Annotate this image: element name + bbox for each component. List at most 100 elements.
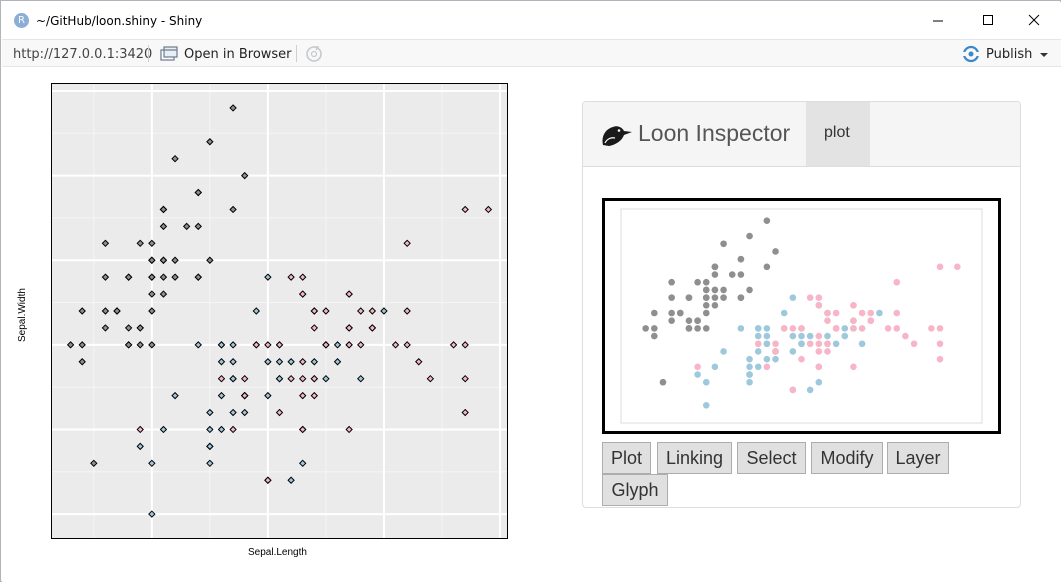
scatter-point-virginica[interactable] [299,425,307,434]
publish-button[interactable]: Publish [960,44,1052,64]
linking-button[interactable]: Linking [657,442,732,474]
scatter-point-virginica[interactable] [299,391,307,400]
scatter-point-setosa[interactable] [78,358,86,366]
modify-button[interactable]: Modify [811,442,883,474]
scatter-point-virginica[interactable] [322,307,330,315]
scatter-point-setosa[interactable] [182,222,191,231]
scatter-point-virginica[interactable] [299,358,307,366]
chevron-down-icon[interactable] [1039,50,1049,60]
scatter-point-setosa[interactable] [206,138,214,146]
scatter-point-setosa[interactable] [194,188,202,197]
scatter-point-versicolor[interactable] [171,391,179,400]
scatterplot-svg[interactable] [52,84,507,538]
scatter-point-virginica[interactable] [217,374,226,383]
scatter-point-virginica[interactable] [345,341,353,349]
scatter-point-setosa[interactable] [136,324,144,332]
scatter-point-versicolor[interactable] [333,341,342,349]
scatter-point-setosa[interactable] [90,459,98,468]
scatter-point-setosa[interactable] [159,256,168,264]
scatter-point-virginica[interactable] [264,341,272,349]
scatter-point-versicolor[interactable] [206,425,214,434]
scatter-point-versicolor[interactable] [136,442,144,451]
scatter-point-virginica[interactable] [275,408,284,417]
scatter-point-setosa[interactable] [229,104,237,112]
scatter-point-setosa[interactable] [148,273,156,281]
scatter-point-setosa[interactable] [136,239,144,248]
scatter-point-virginica[interactable] [403,239,411,248]
scatter-point-versicolor[interactable] [357,374,365,383]
scatter-point-versicolor[interactable] [206,459,214,468]
scatter-point-virginica[interactable] [275,341,284,349]
scatter-point-virginica[interactable] [287,374,295,383]
close-button[interactable] [1011,2,1057,39]
scatter-point-versicolor[interactable] [275,358,284,366]
minimize-button[interactable] [915,2,961,39]
scatter-point-virginica[interactable] [240,391,249,400]
scatter-point-virginica[interactable] [461,205,469,214]
maximize-button[interactable] [965,2,1011,39]
scatter-point-setosa[interactable] [101,324,110,332]
scatter-point-setosa[interactable] [171,273,179,281]
scatter-point-versicolor[interactable] [310,358,319,366]
scatter-point-versicolor[interactable] [252,307,260,315]
layer-button[interactable]: Layer [887,442,949,474]
scatter-point-virginica[interactable] [322,341,330,349]
scatter-point-virginica[interactable] [461,374,469,383]
scatter-point-virginica[interactable] [240,374,249,383]
scatter-point-versicolor[interactable] [264,391,272,400]
scatter-point-setosa[interactable] [136,341,144,349]
scatter-point-versicolor[interactable] [229,358,237,366]
scatter-point-virginica[interactable] [299,273,307,281]
scatter-point-virginica[interactable] [229,425,237,434]
scatter-point-virginica[interactable] [357,341,365,349]
scatter-point-setosa[interactable] [206,256,214,264]
scatter-point-versicolor[interactable] [333,358,342,366]
scatterplot-panel[interactable] [51,83,508,539]
scatter-point-setosa[interactable] [171,256,179,264]
scatter-point-setosa[interactable] [148,290,156,298]
scatter-point-versicolor[interactable] [287,476,295,484]
scatter-point-versicolor[interactable] [275,374,284,383]
scatter-point-setosa[interactable] [78,307,86,315]
scatter-point-versicolor[interactable] [229,374,237,383]
scatter-point-versicolor[interactable] [217,391,226,400]
scatter-point-setosa[interactable] [78,341,86,349]
scatter-point-versicolor[interactable] [148,459,156,468]
plot-button[interactable]: Plot [602,442,651,474]
url-display[interactable]: http://127.0.0.1:3420 [13,47,153,62]
scatter-point-virginica[interactable] [299,290,307,298]
scatter-point-setosa[interactable] [124,324,133,332]
scatter-point-virginica[interactable] [461,341,469,349]
scatter-point-virginica[interactable] [345,290,353,298]
scatter-point-virginica[interactable] [299,374,307,383]
scatter-point-versicolor[interactable] [217,425,226,434]
scatter-point-virginica[interactable] [357,307,365,315]
scatter-point-setosa[interactable] [148,341,156,349]
refresh-icon[interactable] [304,44,324,64]
scatter-point-virginica[interactable] [310,324,319,332]
scatter-point-setosa[interactable] [194,273,202,281]
scatter-point-virginica[interactable] [403,341,411,349]
scatter-point-setosa[interactable] [159,222,168,231]
world-view-svg[interactable] [605,201,998,431]
scatter-point-virginica[interactable] [310,307,319,315]
scatter-point-versicolor[interactable] [217,358,226,366]
scatter-point-setosa[interactable] [159,205,168,214]
scatter-point-virginica[interactable] [368,307,377,315]
scatter-point-versicolor[interactable] [299,459,307,468]
scatter-point-setosa[interactable] [66,341,75,349]
scatter-point-setosa[interactable] [148,256,156,264]
scatter-point-virginica[interactable] [415,358,423,366]
scatter-point-versicolor[interactable] [194,341,202,349]
scatter-point-versicolor[interactable] [229,408,237,417]
scatter-point-versicolor[interactable] [264,273,272,281]
scatter-point-setosa[interactable] [124,341,133,349]
scatter-point-setosa[interactable] [124,273,133,281]
scatter-point-virginica[interactable] [345,425,353,434]
scatter-point-versicolor[interactable] [240,408,249,417]
scatter-point-setosa[interactable] [240,171,249,180]
scatter-point-setosa[interactable] [148,239,156,248]
scatter-point-setosa[interactable] [229,205,237,214]
scatter-point-setosa[interactable] [171,154,179,163]
scatter-point-virginica[interactable] [287,273,295,281]
